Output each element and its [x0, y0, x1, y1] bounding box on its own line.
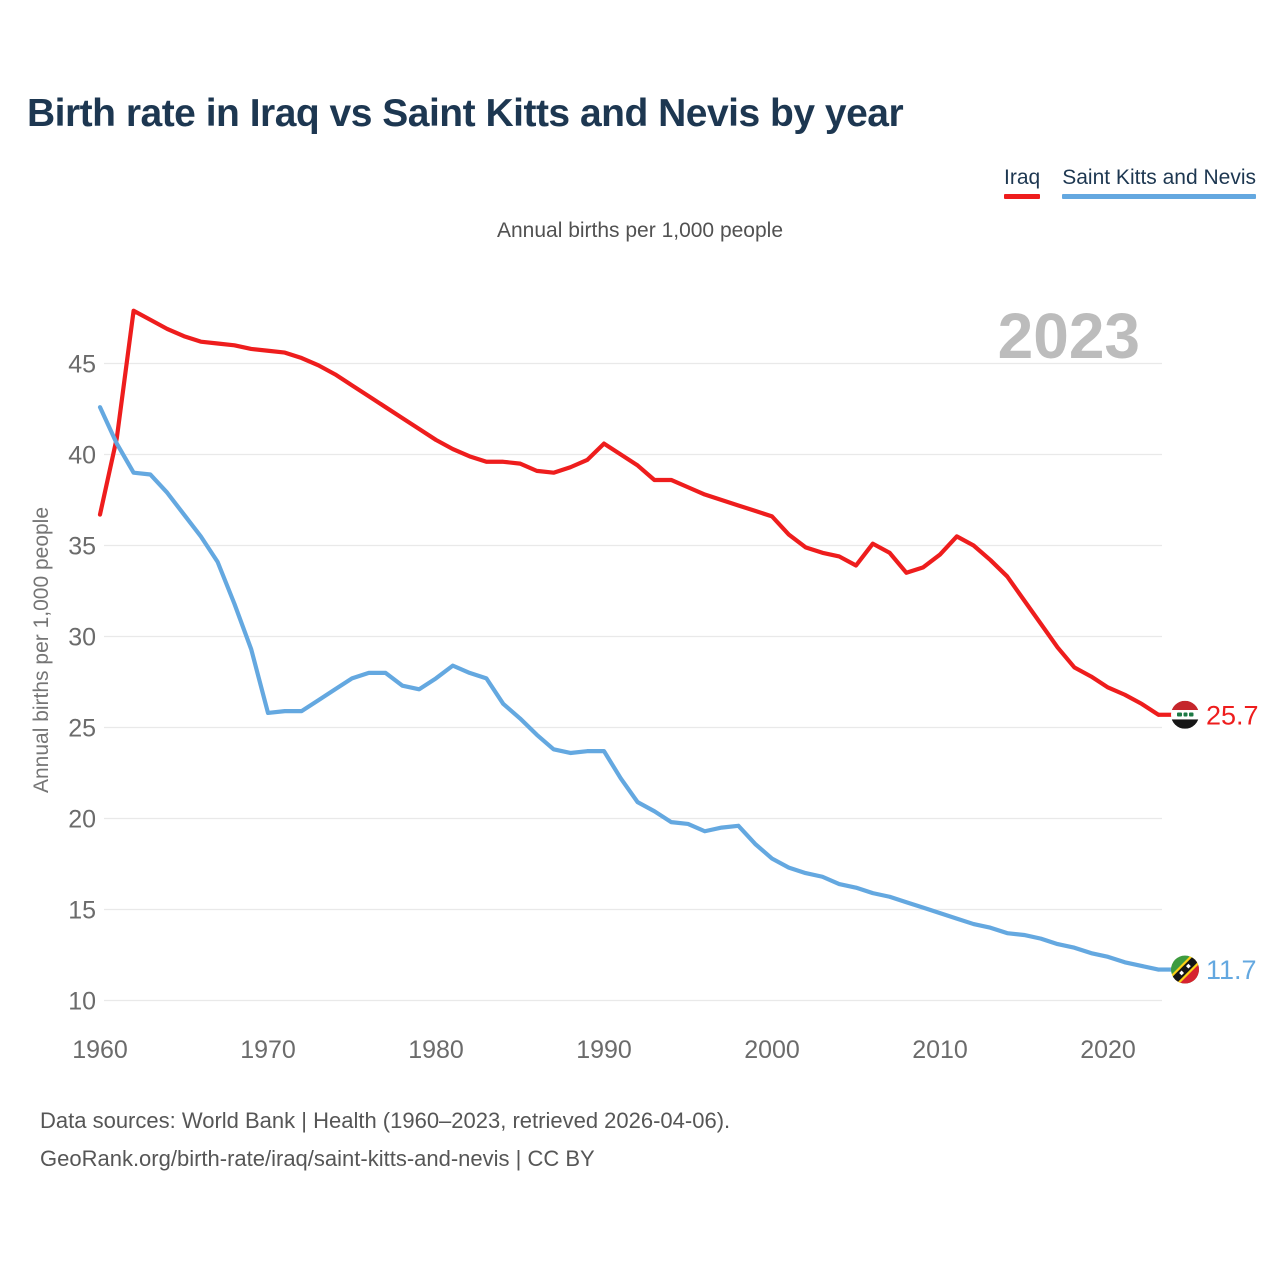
star [1179, 970, 1184, 976]
y-tick-label: 20 [68, 806, 96, 834]
legend-item-saint-kitts-and-nevis: Saint Kitts and Nevis [1062, 166, 1256, 199]
x-tick-label: 2010 [912, 1036, 968, 1064]
series-end-value-saint-kitts-and-nevis: 11.7 [1206, 955, 1257, 985]
legend-color-swatch-saint-kitts-and-nevis [1062, 194, 1256, 199]
footer-attribution-line: GeoRank.org/birth-rate/iraq/saint-kitts-… [40, 1146, 595, 1171]
y-tick-label: 15 [68, 897, 96, 925]
x-tick-label: 1960 [72, 1036, 128, 1064]
y-tick-label: 30 [68, 624, 96, 652]
series-line-iraq [97, 308, 1161, 717]
x-tick-label: 2020 [1080, 1036, 1136, 1064]
x-tick-label: 2000 [744, 1036, 800, 1064]
legend-label-iraq: Iraq [1004, 166, 1041, 189]
y-tick-label: 40 [68, 442, 96, 470]
series-line-saint-kitts-and-nevis [97, 405, 1161, 972]
x-tick-label: 1970 [240, 1036, 296, 1064]
x-tick-label: 1990 [576, 1036, 632, 1064]
legend-label-saint-kitts-and-nevis: Saint Kitts and Nevis [1062, 166, 1256, 189]
y-tick-label: 35 [68, 533, 96, 561]
iraq-flag-icon [1171, 700, 1199, 729]
footer-sources-line: Data sources: World Bank | Health (1960–… [40, 1108, 731, 1133]
saint-kitts-and-nevis-flag-icon [1171, 955, 1199, 984]
legend-color-swatch-iraq [1004, 194, 1041, 199]
chart-subtitle: Annual births per 1,000 people [496, 219, 784, 242]
watermark-year: 2023 [998, 300, 1140, 372]
star [1186, 963, 1191, 969]
footer: Data sources: World Bank | Health (1960–… [40, 1102, 730, 1178]
y-axis-label: Annual births per 1,000 people [30, 507, 53, 793]
y-tick-label: 10 [68, 988, 96, 1016]
legend: Iraq Saint Kitts and Nevis [1004, 166, 1256, 199]
page-title: Birth rate in Iraq vs Saint Kitts and Ne… [27, 92, 904, 135]
series-end-value-iraq: 25.7 [1206, 700, 1259, 730]
x-tick-label: 1980 [408, 1036, 464, 1064]
y-tick-label: 45 [68, 351, 96, 379]
y-tick-label: 25 [68, 715, 96, 743]
legend-item-iraq: Iraq [1004, 166, 1041, 199]
